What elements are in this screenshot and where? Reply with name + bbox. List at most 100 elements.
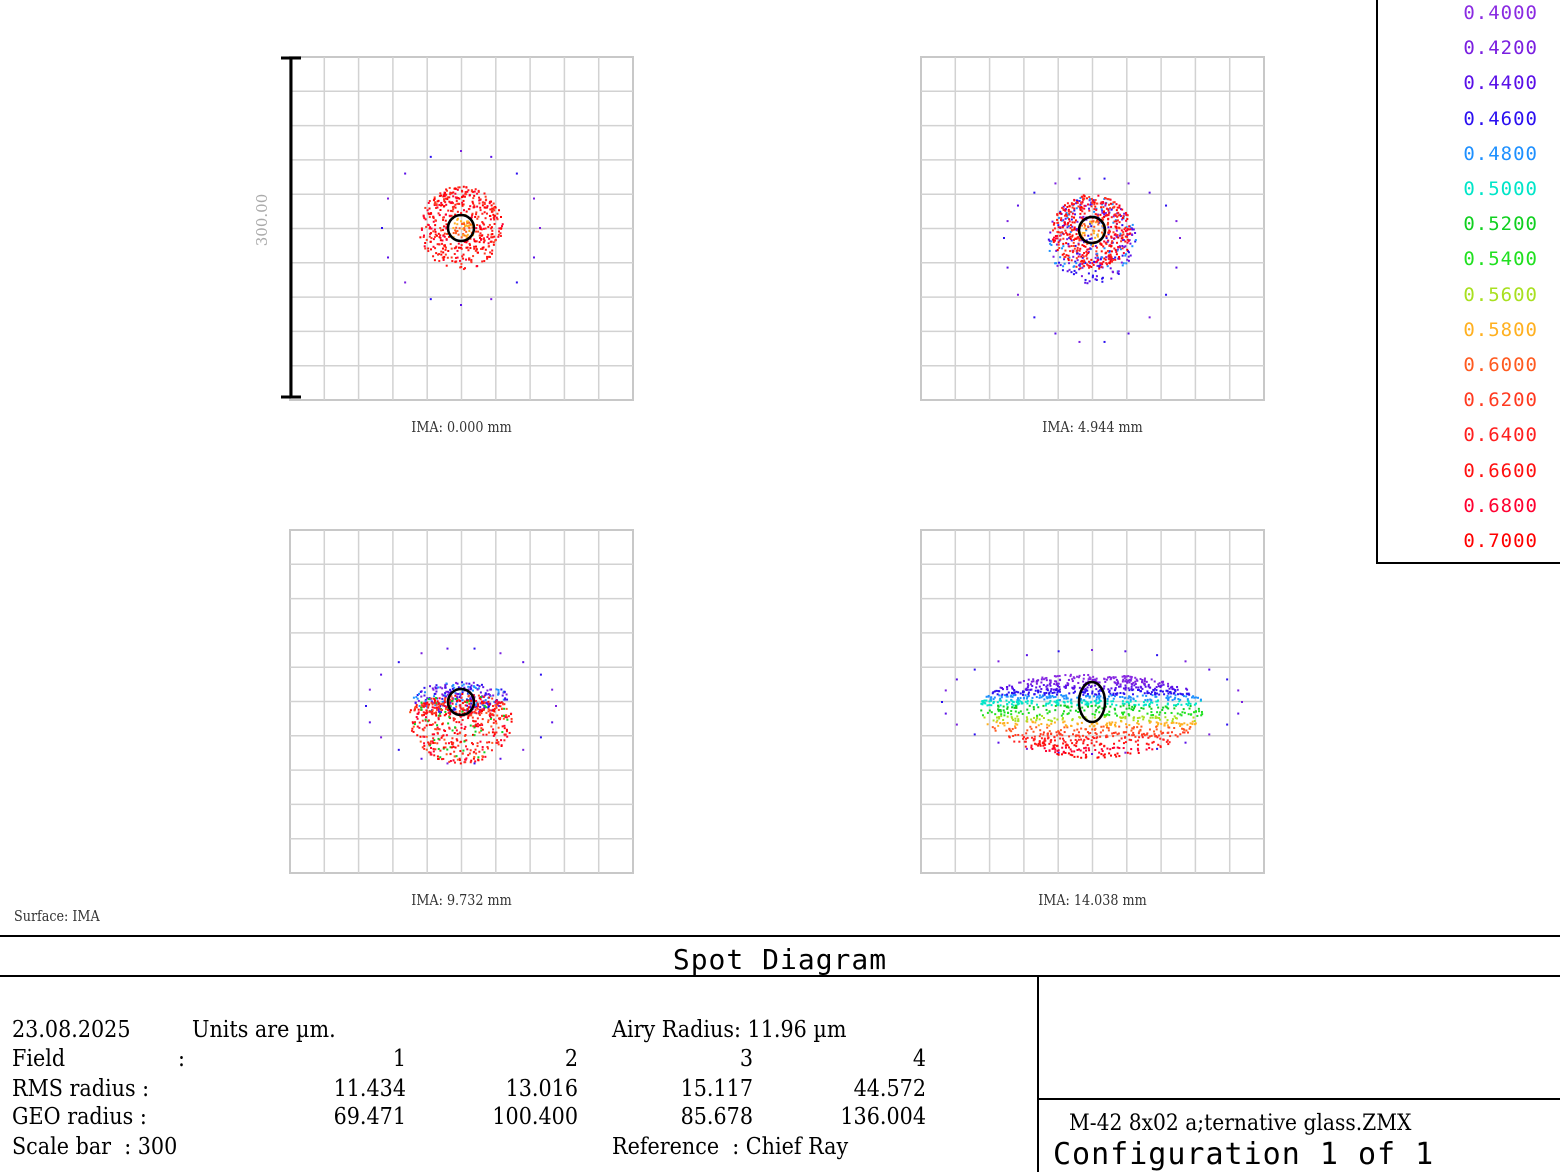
spot-point: [1005, 693, 1008, 696]
spot-point: [1075, 207, 1078, 210]
spot-point: [451, 206, 454, 209]
spot-point: [446, 762, 449, 765]
spot-point: [444, 684, 447, 687]
spot-point: [444, 246, 447, 249]
spot-point: [991, 692, 994, 695]
spot-point: [1116, 752, 1119, 755]
spot-point: [1124, 675, 1127, 678]
spot-point: [1148, 735, 1151, 738]
spot-point: [1108, 721, 1111, 724]
spot-point: [430, 697, 433, 700]
spot-point: [1068, 268, 1071, 271]
spot-point: [1126, 241, 1129, 244]
spot-point: [474, 730, 477, 733]
spot-point: [1090, 258, 1093, 261]
spot-point: [1098, 751, 1101, 754]
spot-point: [1122, 233, 1125, 236]
spot-point: [1085, 694, 1088, 697]
spot-point: [1131, 228, 1134, 231]
spot-point: [487, 710, 490, 713]
spot-point: [1154, 716, 1157, 719]
spot-point: [1175, 722, 1178, 725]
spot-point: [466, 699, 469, 702]
spot-point: [486, 746, 489, 749]
spot-point: [1115, 678, 1118, 681]
spot-point: [1129, 228, 1132, 231]
spot-point: [439, 204, 442, 207]
spot-point: [1113, 746, 1116, 749]
spot-point: [1030, 727, 1033, 730]
spot-point: [1080, 195, 1083, 198]
spot-point: [1171, 718, 1174, 721]
spot-point: [444, 698, 447, 701]
spot-point: [463, 709, 466, 712]
spot-point: [431, 723, 434, 726]
spot-point: [1121, 244, 1124, 247]
spot-point: [1053, 691, 1056, 694]
spot-point: [1090, 225, 1093, 228]
spot-point: [438, 705, 441, 708]
spot-point: [459, 704, 462, 707]
spot-point: [1054, 239, 1057, 242]
spot-point: [1147, 685, 1150, 688]
spot-point: [443, 714, 446, 717]
spot-point: [481, 728, 484, 731]
spot-point: [1074, 709, 1077, 712]
spot-point: [1062, 739, 1065, 742]
spot-point: [1131, 689, 1134, 692]
spot-point: [1136, 717, 1139, 720]
spot-point: [462, 199, 465, 202]
spot-point: [491, 731, 494, 734]
spot-point: [1059, 219, 1062, 222]
spot-point: [464, 745, 467, 748]
spot-point: [1086, 248, 1089, 251]
spot-point: [1113, 220, 1116, 223]
spot-point: [1016, 723, 1019, 726]
spot-point: [1173, 707, 1176, 710]
spot-point: [1097, 690, 1100, 693]
spot-point: [1104, 258, 1107, 261]
spot-point: [1064, 674, 1067, 677]
spot-point: [1151, 741, 1154, 744]
spot-point: [1124, 751, 1127, 754]
spot-point: [491, 210, 494, 213]
spot-point: [442, 216, 445, 219]
spot-point: [1045, 679, 1048, 682]
spot-point: [1104, 202, 1107, 205]
spot-point: [492, 207, 495, 210]
spot-point: [459, 706, 462, 709]
spot-point: [467, 224, 470, 227]
spot-point: [1064, 229, 1067, 232]
spot-point: [438, 203, 441, 206]
spot-point: [437, 714, 440, 717]
spot-point: [1098, 681, 1101, 684]
spot-point: [1068, 245, 1071, 248]
spot-point: [1186, 688, 1189, 691]
spot-point: [1195, 702, 1198, 705]
spot-point: [1025, 737, 1028, 740]
spot-point: [427, 201, 430, 204]
spot-point: [1148, 704, 1151, 707]
spot-point: [1048, 724, 1051, 727]
spot-point: [471, 226, 474, 229]
spot-point: [990, 711, 993, 714]
spot-point: [1022, 693, 1025, 696]
spot-point: [484, 217, 487, 220]
spot-point: [1086, 242, 1089, 245]
spot-point: [423, 726, 426, 729]
spot-point: [465, 757, 468, 760]
spot-point: [475, 213, 478, 216]
spot-point: [438, 214, 441, 217]
spot-point: [1099, 213, 1102, 216]
spot-point: [1053, 675, 1056, 678]
spot-point: [1011, 727, 1014, 730]
spot-point: [435, 702, 438, 705]
spot-point: [1095, 250, 1098, 253]
spot-point: [1052, 229, 1055, 232]
spot-point: [497, 691, 500, 694]
spot-point: [1055, 687, 1058, 690]
spot-point: [1105, 262, 1108, 265]
spot-point: [1099, 202, 1102, 205]
spot-point: [1057, 699, 1060, 702]
spot-point: [1056, 221, 1059, 224]
